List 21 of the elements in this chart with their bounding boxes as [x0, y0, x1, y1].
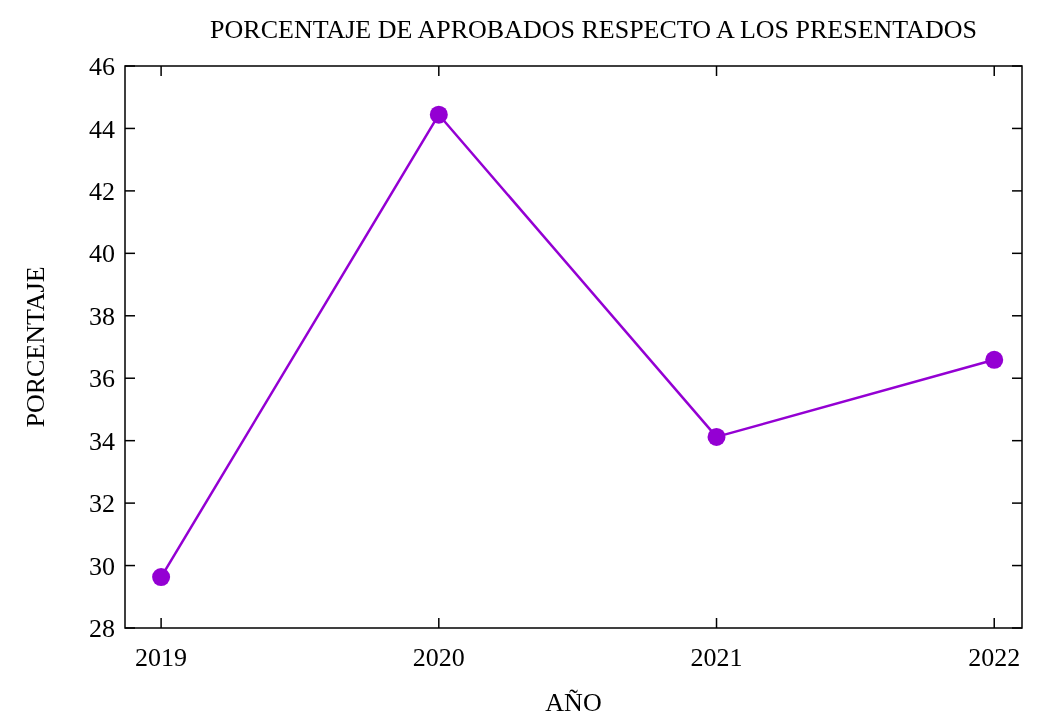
- y-tick-label: 36: [89, 364, 115, 394]
- y-tick-label: 28: [89, 614, 115, 644]
- point: [707, 427, 726, 446]
- x-tick-label: 2021: [690, 643, 743, 672]
- y-tick-label: 34: [89, 426, 115, 456]
- y-tick-label: 40: [89, 239, 115, 269]
- x-axis-title: AÑO: [545, 688, 602, 717]
- y-tick-label: 46: [89, 52, 115, 82]
- y-axis-title: PORCENTAJE: [21, 266, 50, 428]
- y-tick-label: 42: [89, 176, 115, 206]
- point: [152, 568, 171, 587]
- y-tick-label: 44: [89, 114, 115, 144]
- x-tick-label: 2022: [968, 643, 1021, 672]
- point: [985, 350, 1004, 369]
- chart-title: PORCENTAJE DE APROBADOS RESPECTO A LOS PRESENTADOS: [210, 15, 977, 44]
- x-tick-label: 2019: [135, 643, 188, 672]
- y-tick-label: 32: [89, 489, 115, 519]
- point: [429, 105, 448, 124]
- x-tick-label: 2020: [412, 643, 465, 672]
- y-tick-label: 30: [89, 551, 115, 581]
- y-tick-label: 38: [89, 301, 115, 331]
